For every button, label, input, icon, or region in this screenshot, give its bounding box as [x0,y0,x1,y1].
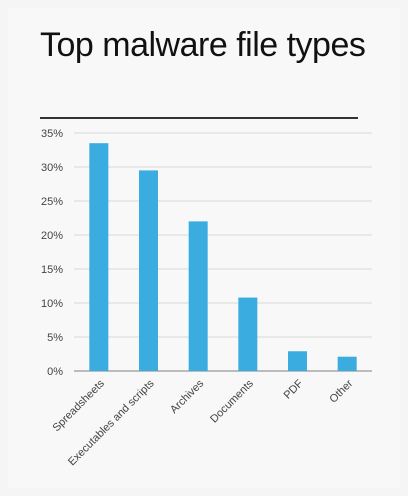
bar-other [337,356,357,371]
y-tick-label: 20% [41,230,63,242]
bar-executables-and-scripts [139,170,158,371]
y-tick-label: 15% [41,264,63,276]
x-category-label: Documents [208,377,256,425]
bars [89,143,357,371]
y-tick-label: 5% [47,332,63,344]
y-tick-label: 0% [47,366,63,378]
y-axis-ticks: 0% 5% 10% 15% 20% 25% 30% 35% [41,128,63,378]
y-tick-label: 30% [41,162,63,174]
x-category-label: Executables and scripts [66,377,157,468]
y-tick-label: 25% [41,196,63,208]
bar-spreadsheets [89,143,109,371]
x-category-label: PDF [282,377,306,401]
bar-documents [238,297,258,371]
x-category-label: Other [327,377,355,405]
x-category-label: Spreadsheets [50,377,107,434]
gridlines [74,132,372,372]
bar-archives [188,221,208,371]
y-tick-label: 10% [41,298,63,310]
title-divider [40,117,358,119]
bar-pdf [288,351,307,371]
y-tick-label: 35% [41,128,63,140]
x-category-label: Archives [168,377,207,416]
chart-title: Top malware file types [40,26,366,64]
